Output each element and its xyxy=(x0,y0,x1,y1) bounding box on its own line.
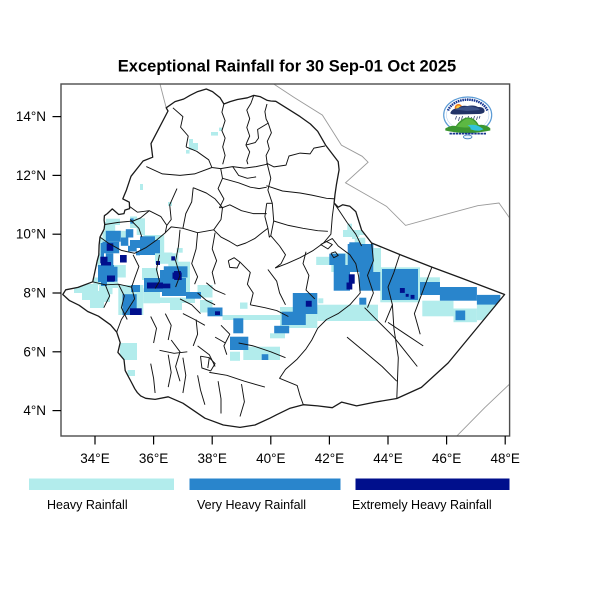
svg-text:36°E: 36°E xyxy=(139,451,168,466)
svg-text:46°E: 46°E xyxy=(432,451,461,466)
svg-text:Exceptional Rainfall for 30 Se: Exceptional Rainfall for 30 Sep-01 Oct 2… xyxy=(118,58,456,76)
svg-text:10°N: 10°N xyxy=(16,227,46,242)
svg-text:Very Heavy Rainfall: Very Heavy Rainfall xyxy=(197,498,306,512)
svg-text:34°E: 34°E xyxy=(80,451,109,466)
svg-text:48°E: 48°E xyxy=(490,451,519,466)
svg-text:42°E: 42°E xyxy=(315,451,344,466)
svg-text:44°E: 44°E xyxy=(373,451,402,466)
svg-text:8°N: 8°N xyxy=(23,286,46,301)
svg-text:Heavy Rainfall: Heavy Rainfall xyxy=(47,498,128,512)
svg-text:4°N: 4°N xyxy=(23,403,46,418)
svg-text:Extremely Heavy Rainfall: Extremely Heavy Rainfall xyxy=(352,498,492,512)
svg-text:40°E: 40°E xyxy=(256,451,285,466)
svg-text:14°N: 14°N xyxy=(16,109,46,124)
svg-text:38°E: 38°E xyxy=(197,451,226,466)
svg-text:6°N: 6°N xyxy=(23,344,46,359)
svg-text:12°N: 12°N xyxy=(16,168,46,183)
